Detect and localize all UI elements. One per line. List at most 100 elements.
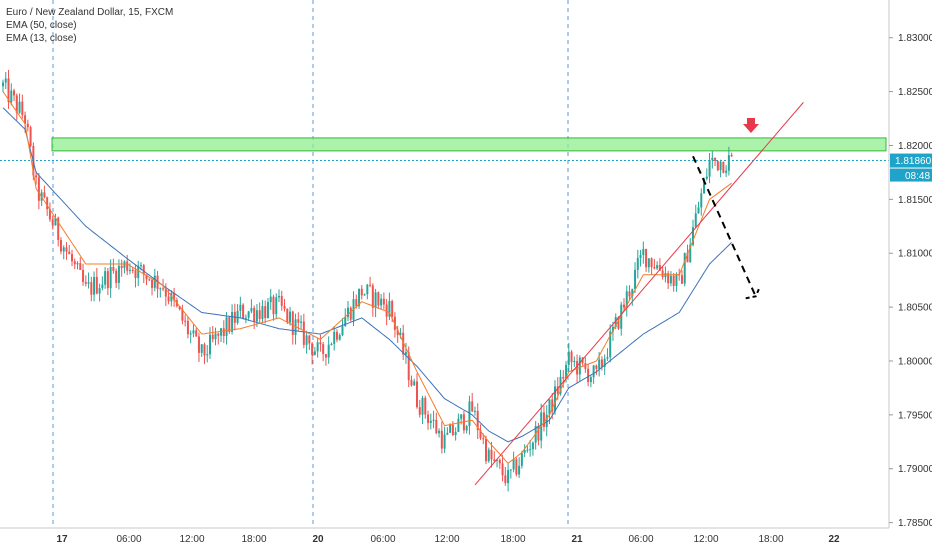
candle-body [634,269,637,289]
candle-body [170,292,173,302]
candle-body [711,157,714,161]
candle-body [628,291,631,297]
candle-body [639,255,642,259]
candle-body [614,317,617,327]
candle-body [680,275,683,284]
candle-body [258,310,261,319]
candle-body [153,275,156,288]
candle-body [305,335,308,345]
candle-body [57,217,60,240]
candle-body [485,438,487,462]
time-tick-label: 18:00 [758,534,783,545]
forecast-dashed-line [692,155,757,297]
candle-body [189,333,192,335]
candle-body [570,351,573,363]
candle-body [7,78,10,103]
candle-body [686,253,689,263]
candle-body [203,344,206,356]
candle-body [316,342,319,352]
candle-body [520,453,523,466]
candle-body [725,170,728,173]
candle-body [82,269,85,282]
candle-body [465,426,468,431]
time-tick-label: 12:00 [434,534,459,545]
candle-body [490,449,493,460]
candle-body [675,273,678,286]
candle-body [697,207,700,214]
candle-body [620,304,623,329]
candle-body [429,420,432,423]
candle-body [479,430,482,439]
candle-body [214,333,217,340]
candle-body [349,307,352,320]
candle-body [264,306,267,319]
candle-body [324,354,327,358]
candle-body [51,219,54,226]
candle-body [551,399,554,412]
candle-body [504,475,507,484]
countdown-tag-box [890,168,932,182]
candle-body [410,380,413,386]
candle-body [730,155,733,157]
candle-body [523,450,526,454]
candle-body [355,299,358,307]
candles [2,69,733,492]
candle-body [592,365,595,378]
candle-body [567,351,570,365]
candle-body [369,284,372,286]
support-trendline [474,102,804,486]
candle-body [222,328,225,336]
candle-body [13,90,16,96]
candle-body [617,317,620,329]
candle-body [43,192,46,198]
candle-body [231,312,234,332]
candle-body [117,265,120,283]
candle-body [112,267,115,271]
candle-body [104,271,107,285]
candle-body [727,155,730,171]
candle-body [250,307,253,312]
candle-body [512,459,515,470]
candle-body [37,177,40,201]
session-separators [52,0,569,528]
candle-body [217,333,220,336]
candle-body [416,381,418,408]
candle-body [289,311,292,323]
candle-body [708,160,711,177]
candle-body [255,310,258,322]
candle-body [565,364,568,379]
candle-body [344,317,347,327]
forecast-arrow [692,155,761,300]
candle-body [24,115,27,124]
candle-body [529,449,532,451]
price-tick-label: 1.79000 [898,464,932,475]
candle-body [360,288,363,296]
candle-body [562,376,565,379]
candle-body [625,291,628,308]
chart-legend: Euro / New Zealand Dollar, 15, FXCM EMA … [6,6,173,45]
time-tick-label: 06:00 [370,534,395,545]
candle-body [482,438,485,440]
candle-body [46,197,49,210]
candle-body [294,319,297,336]
symbol-title: Euro / New Zealand Dollar, 15, FXCM [6,7,174,18]
candle-body [192,330,195,334]
candle-body [297,319,300,323]
candle-body [722,161,725,173]
candle-body [278,295,280,298]
candle-body [123,261,126,268]
candle-body [73,261,76,265]
candle-body [308,335,311,344]
candle-body [106,271,109,289]
candle-body [272,296,275,315]
current-price-tag: 1.81860 08:48 [890,153,932,182]
price-tick-label: 1.83000 [898,33,932,44]
candle-body [371,285,374,308]
candle-body [4,78,7,83]
candle-body [137,265,140,279]
candle-body [515,459,518,475]
candle-body [669,275,672,284]
candle-body [595,365,598,369]
candle-body [600,359,603,367]
